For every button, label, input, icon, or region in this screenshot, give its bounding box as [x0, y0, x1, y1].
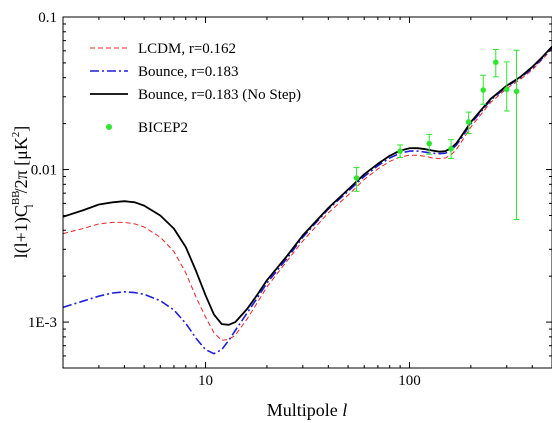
axis-tick-labels: 10 100 1E-3 0.01 0.1 — [28, 10, 421, 389]
y-tick-label-2: 0.1 — [38, 10, 57, 26]
legend-marker-bicep2 — [106, 124, 112, 130]
data-point-1 — [397, 148, 403, 154]
legend-label-lcdm: LCDM, r=0.162 — [138, 41, 236, 57]
series-line-2 — [63, 45, 552, 326]
legend-label-bounce: Bounce, r=0.183 — [138, 64, 239, 80]
y-tick-label-0: 1E-3 — [28, 315, 57, 331]
bicep2-points — [353, 49, 520, 221]
data-point-0 — [353, 175, 360, 181]
axis-ticks — [62, 16, 552, 369]
data-point-3 — [448, 145, 454, 152]
series-line-1 — [63, 47, 552, 355]
plot-frame — [62, 16, 552, 369]
legend: LCDM, r=0.162 Bounce, r=0.183 Bounce, r=… — [90, 41, 301, 136]
data-point-8 — [513, 88, 520, 95]
data-point-6 — [492, 59, 499, 66]
x-tick-label-0: 10 — [198, 373, 213, 389]
x-axis-title: Multipole l — [267, 400, 348, 420]
legend-label-bicep2: BICEP2 — [138, 120, 188, 136]
y-tick-label-1: 0.01 — [31, 163, 57, 179]
series-lines — [63, 45, 552, 355]
x-tick-label-1: 100 — [398, 373, 421, 389]
legend-label-bounce-no-step: Bounce, r=0.183 (No Step) — [138, 87, 301, 103]
data-point-7 — [503, 86, 510, 93]
y-axis-title: l(l+1)CBBl/2π [μK2] — [10, 126, 36, 259]
series-line-0 — [63, 48, 552, 341]
data-point-5 — [480, 87, 487, 93]
data-point-2 — [426, 140, 433, 147]
data-point-4 — [465, 119, 472, 125]
